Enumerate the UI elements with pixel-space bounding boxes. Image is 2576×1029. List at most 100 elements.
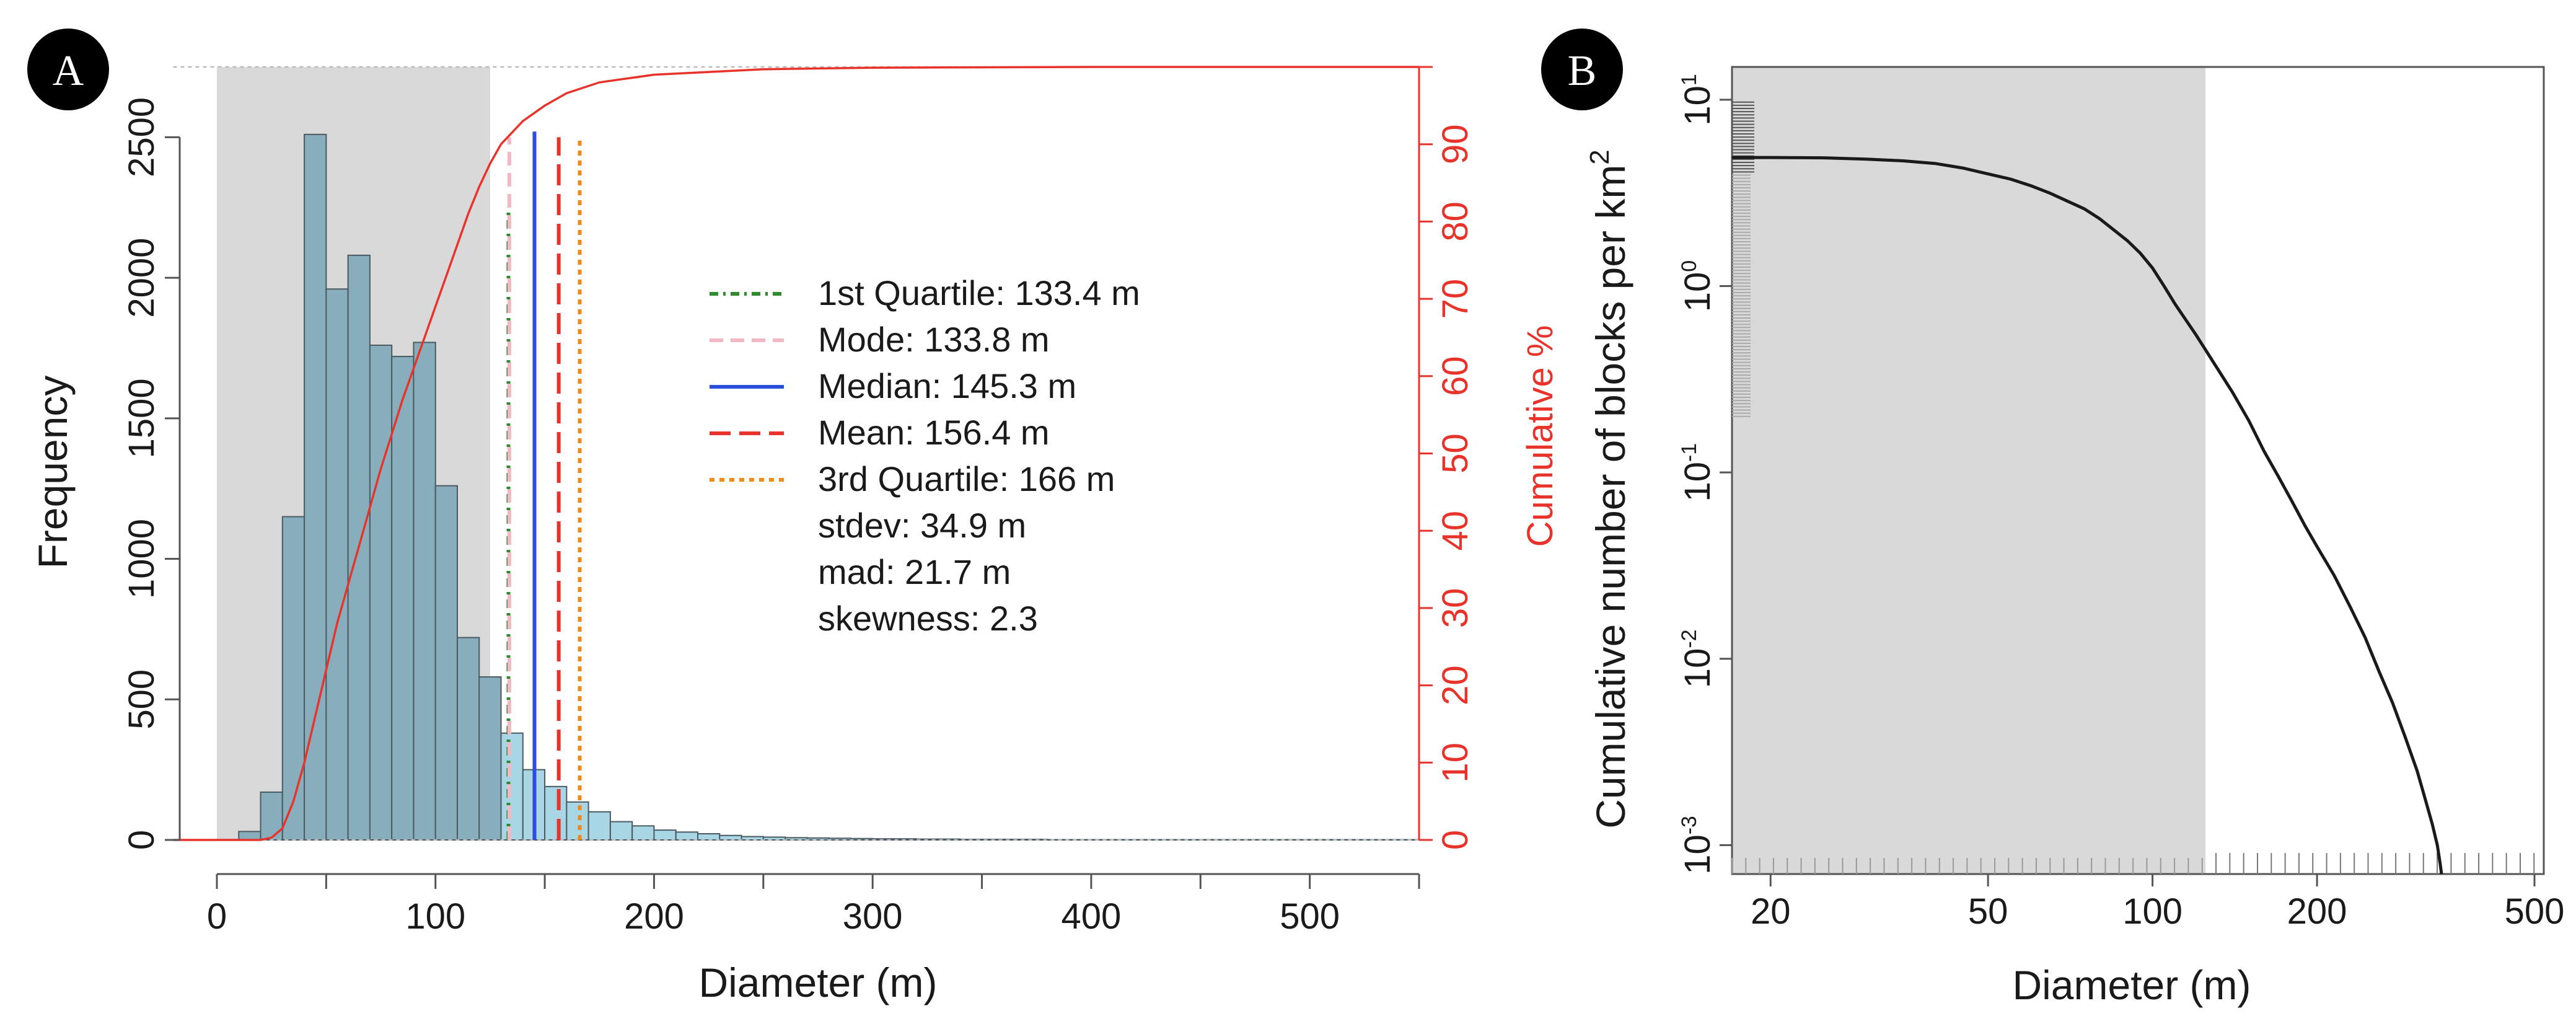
x-tick-label: 500 xyxy=(1280,896,1340,937)
x-axis-title: Diameter (m) xyxy=(2012,962,2251,1008)
x-tick-label: 200 xyxy=(2287,891,2347,932)
x-axis: 20 50 100 200 500 xyxy=(1751,874,2564,932)
y-tick-base: 10 xyxy=(1677,272,1718,312)
y2-tick-label: 10 xyxy=(1435,743,1475,783)
y2-tick-label: 0 xyxy=(1435,830,1475,850)
y-tick-exponent: -1 xyxy=(1677,443,1701,462)
histogram-bar xyxy=(850,837,874,841)
y-tick-label: 101 xyxy=(1677,74,1718,125)
x-tick-label: 0 xyxy=(207,896,227,937)
x-tick-label: 300 xyxy=(843,896,903,937)
y-tick-label: 2500 xyxy=(121,97,162,177)
y-axis-title-superscript: 2 xyxy=(1585,149,1615,164)
y-tick-label: 100 xyxy=(1677,260,1718,312)
histogram-bar xyxy=(587,811,611,841)
panel-a: 0 100 200 300 400 500 0 500 1000 1500 2000 2500 0 1… xyxy=(27,29,1560,1005)
histogram-bar xyxy=(631,825,655,841)
x-tick-label: 50 xyxy=(1968,891,2008,932)
y2-tick-label: 30 xyxy=(1435,588,1475,629)
panel-badge-a: A xyxy=(27,29,109,110)
histogram-bar xyxy=(566,801,589,841)
histogram-bar xyxy=(369,344,393,841)
legend-label: stdev: 34.9 m xyxy=(818,506,1026,545)
histogram-bar xyxy=(304,133,327,841)
plot-frame xyxy=(1731,66,2545,875)
histogram-bar xyxy=(762,836,786,841)
y-tick-label: 10-3 xyxy=(1677,816,1718,875)
shaded-region xyxy=(1732,67,2206,874)
histogram-bar xyxy=(500,732,524,841)
legend-label: 3rd Quartile: 166 m xyxy=(818,459,1115,498)
y-tick-exponent: 0 xyxy=(1677,260,1701,272)
legend: 1st Quartile: 133.4 m Mode: 133.8 m Median… xyxy=(710,273,1140,638)
panel-badge-b: B xyxy=(1541,29,1623,110)
badge-letter-a: A xyxy=(53,47,84,95)
y-tick-label: 10-1 xyxy=(1677,443,1718,502)
y-axis-title: Frequency xyxy=(30,376,76,569)
histogram-bar xyxy=(391,356,415,841)
histogram-bar xyxy=(828,837,851,841)
y2-tick-label: 60 xyxy=(1435,356,1475,397)
y2-tick-label: 20 xyxy=(1435,665,1475,705)
y-tick-base: 10 xyxy=(1677,86,1718,126)
histogram-bar xyxy=(675,831,699,841)
y-tick-label: 1000 xyxy=(121,519,162,599)
x-tick-label: 100 xyxy=(405,896,465,937)
y2-tick-label: 90 xyxy=(1435,124,1475,164)
y-axis-right: 0 10 20 30 40 50 60 70 80 90 xyxy=(1418,66,1475,850)
histogram-bar xyxy=(478,676,502,841)
cumulative-curve xyxy=(173,66,1419,841)
legend-label: mad: 21.7 m xyxy=(818,552,1011,591)
legend-label: Mode: 133.8 m xyxy=(818,320,1050,359)
y-axis-title: Cumulative number of blocks per km2 xyxy=(1585,149,1633,829)
histogram-bar xyxy=(653,829,677,841)
histogram-bars xyxy=(238,133,1420,841)
x-tick-label: 200 xyxy=(624,896,684,937)
y-tick-exponent: 1 xyxy=(1677,74,1701,86)
y-tick-exponent: -2 xyxy=(1677,629,1701,648)
y-tick-base: 10 xyxy=(1677,462,1718,502)
histogram-bar xyxy=(457,637,480,841)
y-axis-left: 0 500 1000 1500 2000 2500 xyxy=(121,97,181,850)
legend-label: Median: 145.3 m xyxy=(818,366,1076,405)
cumulative-density-line xyxy=(1732,156,2443,875)
histogram-bar xyxy=(260,791,283,841)
y-axis-title-main: Cumulative number of blocks per km xyxy=(1588,165,1633,829)
badge-letter-b: B xyxy=(1568,47,1597,95)
histogram-bar xyxy=(806,837,830,841)
histogram-bar xyxy=(741,836,764,841)
y-tick-label: 0 xyxy=(121,830,162,850)
legend-label: skewness: 2.3 xyxy=(818,599,1038,638)
histogram-bar xyxy=(281,516,306,841)
histogram-bar xyxy=(238,831,262,841)
x-axis: 0 100 200 300 400 500 xyxy=(207,873,1420,937)
y2-tick-label: 40 xyxy=(1435,511,1475,551)
y-tick-label: 10-2 xyxy=(1677,629,1718,688)
legend-label: 1st Quartile: 133.4 m xyxy=(818,273,1140,312)
y-tick-exponent: -3 xyxy=(1677,816,1701,834)
y2-tick-label: 70 xyxy=(1435,279,1475,319)
histogram-bar xyxy=(413,342,436,841)
y2-tick-label: 50 xyxy=(1435,433,1475,474)
x-axis-title: Diameter (m) xyxy=(698,960,937,1005)
x-tick-label: 20 xyxy=(1751,891,1791,932)
histogram-bar xyxy=(325,288,349,841)
y-tick-label: 500 xyxy=(121,669,162,730)
statistic-lines xyxy=(506,131,582,840)
histogram-bar xyxy=(544,785,568,841)
y-tick-base: 10 xyxy=(1677,834,1718,875)
x-rug xyxy=(1731,853,2535,874)
legend-label: Mean: 156.4 m xyxy=(818,413,1050,452)
y-tick-label: 2000 xyxy=(121,238,162,318)
histogram-bar xyxy=(719,834,742,841)
y2-tick-label: 80 xyxy=(1435,201,1475,242)
y2-axis-title: Cumulative % xyxy=(1520,325,1560,547)
x-tick-label: 400 xyxy=(1062,896,1122,937)
y-tick-base: 10 xyxy=(1677,648,1718,689)
histogram-bar xyxy=(872,838,895,841)
histogram-bar xyxy=(785,837,808,841)
x-tick-label: 100 xyxy=(2122,891,2183,932)
